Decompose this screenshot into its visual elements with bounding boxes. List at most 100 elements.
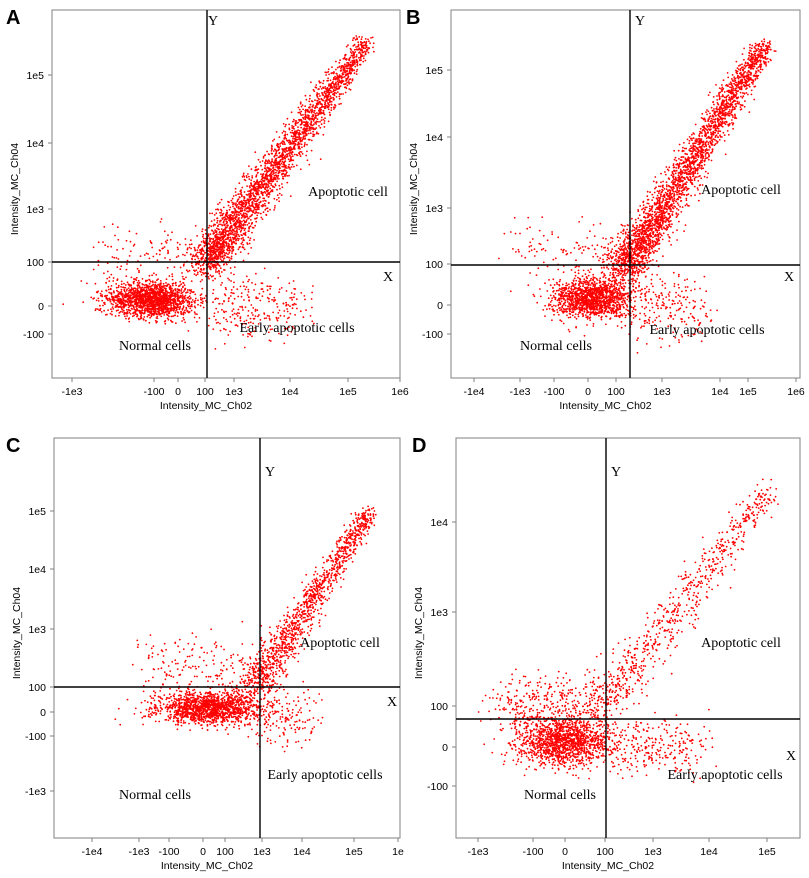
data-point (304, 111, 307, 114)
data-point (217, 238, 220, 241)
data-point (229, 238, 232, 241)
data-point (248, 239, 251, 242)
data-point (225, 220, 228, 223)
data-point (330, 85, 332, 88)
data-point (139, 304, 142, 306)
data-point (155, 253, 158, 255)
data-point (317, 97, 320, 100)
data-point (210, 220, 213, 223)
data-point (186, 304, 189, 307)
data-point (227, 242, 230, 245)
data-point (125, 289, 128, 292)
data-point (365, 42, 368, 45)
data-point (258, 196, 261, 198)
data-point (216, 217, 219, 220)
data-point (336, 66, 339, 69)
data-point (194, 248, 196, 251)
data-point (359, 56, 362, 58)
data-point (299, 112, 302, 115)
data-point (240, 217, 243, 219)
data-point (123, 313, 126, 316)
data-point (292, 120, 294, 123)
data-point (177, 296, 179, 299)
data-point (246, 242, 249, 244)
data-point (220, 233, 223, 236)
data-point (244, 227, 247, 230)
data-point (125, 308, 128, 311)
data-point (114, 315, 117, 317)
data-point (296, 307, 298, 310)
data-point (141, 298, 144, 300)
data-point (323, 122, 326, 124)
data-point (295, 303, 297, 306)
data-point (305, 98, 308, 101)
data-point (141, 302, 144, 305)
data-point (234, 253, 237, 255)
data-point (308, 163, 311, 166)
data-point (308, 128, 311, 131)
data-point (281, 186, 284, 189)
data-point (268, 317, 271, 320)
data-point (266, 289, 269, 292)
data-point (229, 227, 231, 230)
data-point (114, 306, 117, 308)
data-point (196, 271, 199, 274)
data-point (142, 304, 145, 307)
data-point (139, 264, 142, 267)
data-point (220, 198, 223, 201)
data-point (120, 283, 123, 286)
data-point (350, 65, 353, 67)
data-point (276, 180, 278, 183)
data-point (191, 258, 194, 261)
data-point (115, 286, 118, 289)
data-point (176, 288, 179, 290)
data-point (159, 291, 162, 293)
data-point (360, 38, 363, 41)
data-point (249, 237, 252, 240)
data-point (184, 238, 187, 240)
data-point (182, 317, 185, 319)
data-point (141, 293, 144, 295)
data-point (259, 200, 262, 203)
data-point (178, 291, 180, 294)
data-point (284, 131, 287, 133)
data-point (313, 117, 316, 119)
data-point (270, 165, 272, 167)
data-point (162, 305, 165, 307)
data-point (151, 302, 154, 304)
data-point (356, 45, 359, 48)
data-point (129, 313, 132, 315)
data-point (217, 321, 220, 324)
data-point (327, 68, 330, 71)
data-point (345, 80, 347, 82)
data-point (237, 193, 240, 196)
data-point (139, 302, 142, 305)
data-point (112, 308, 115, 310)
data-point (243, 191, 246, 193)
data-point (324, 117, 326, 120)
data-point (178, 307, 181, 310)
data-point (273, 162, 276, 165)
data-point (174, 311, 177, 314)
data-point (153, 308, 156, 311)
data-point (299, 310, 302, 313)
data-point (345, 87, 348, 90)
data-point (246, 210, 248, 213)
data-point (350, 72, 352, 74)
data-point (196, 249, 199, 252)
data-point (199, 268, 202, 271)
data-point (327, 103, 330, 106)
data-point (223, 300, 225, 303)
data-point (178, 288, 180, 291)
data-point (126, 263, 128, 265)
data-point (233, 213, 236, 216)
data-point (345, 82, 347, 85)
data-point (231, 310, 234, 312)
data-point (368, 47, 371, 50)
data-point (110, 310, 113, 313)
data-point (314, 112, 317, 115)
data-point (315, 132, 318, 135)
data-point (278, 288, 281, 291)
data-point (109, 312, 112, 315)
data-point (121, 300, 123, 303)
